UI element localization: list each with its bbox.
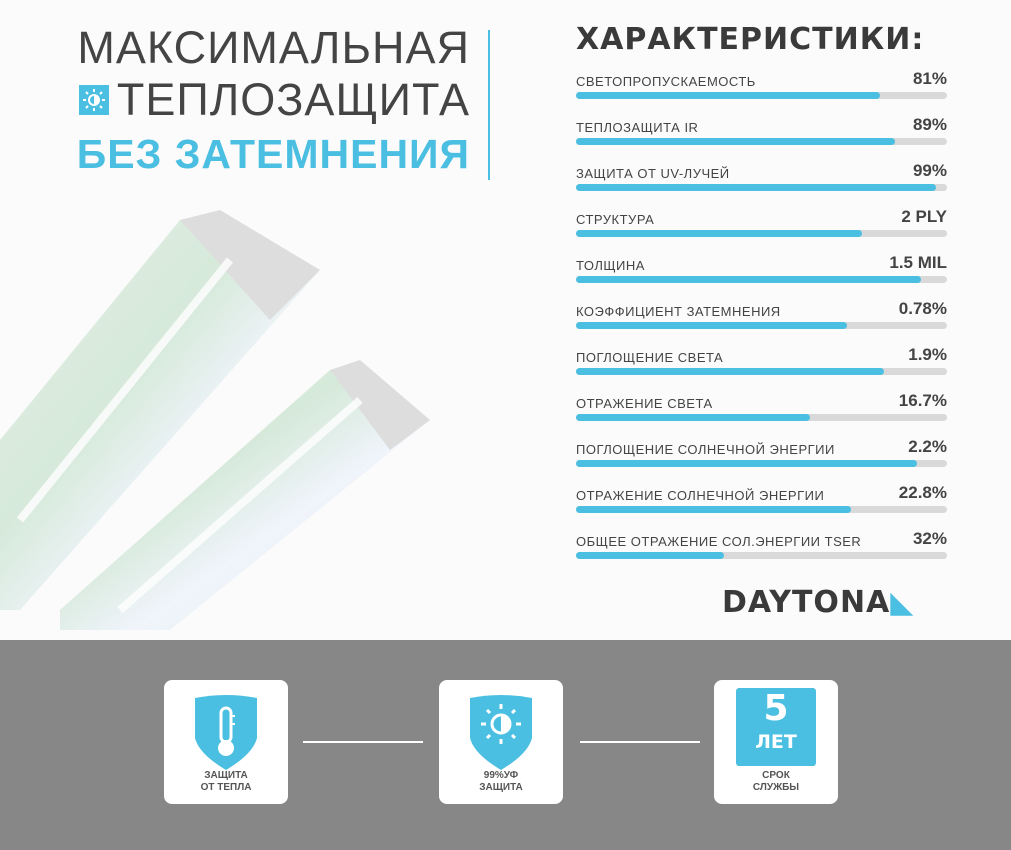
headline-line3: БЕЗ ЗАТЕМНЕНИЯ — [76, 131, 470, 177]
characteristic-row: ЗАЩИТА ОТ UV-ЛУЧЕЙ 99% — [576, 156, 947, 202]
progress-track — [576, 138, 947, 145]
characteristic-row: ОТРАЖЕНИЕ СВЕТА 16.7% — [576, 386, 947, 432]
progress-fill — [576, 460, 918, 467]
progress-fill — [576, 552, 725, 559]
progress-track — [576, 506, 947, 513]
progress-fill — [576, 184, 936, 191]
characteristic-label: ТЕПЛОЗАЩИТА IR — [576, 120, 699, 135]
sun-shield-icon — [470, 695, 532, 770]
progress-fill — [576, 138, 896, 145]
progress-track — [576, 276, 947, 283]
progress-track — [576, 368, 947, 375]
progress-track — [576, 230, 947, 237]
years-badge-icon: 5 ЛЕТ — [736, 688, 816, 766]
characteristic-value: 2.2% — [908, 437, 947, 456]
characteristic-value: 81% — [912, 69, 947, 88]
characteristic-row: ПОГЛОЩЕНИЕ СВЕТА 1.9% — [576, 340, 947, 386]
characteristic-label: ОБЩЕЕ ОТРАЖЕНИЕ СОЛ.ЭНЕРГИИ TSER — [576, 534, 862, 549]
progress-track — [576, 414, 947, 421]
characteristic-row: ПОГЛОЩЕНИЕ СОЛНЕЧНОЙ ЭНЕРГИИ 2.2% — [576, 432, 947, 478]
feature-card-lifetime: 5 ЛЕТ СРОК СЛУЖБЫ — [714, 680, 838, 804]
divider — [488, 30, 490, 180]
progress-fill — [576, 230, 862, 237]
characteristic-row: КОЭФФИЦИЕНТ ЗАТЕМНЕНИЯ 0.78% — [576, 294, 947, 340]
characteristic-row: ОБЩЕЕ ОТРАЖЕНИЕ СОЛ.ЭНЕРГИИ TSER 32% — [576, 524, 947, 570]
progress-fill — [576, 414, 810, 421]
characteristic-value: 32% — [912, 529, 947, 548]
characteristic-label: СВЕТОПРОПУСКАЕМОСТЬ — [576, 74, 756, 89]
thermometer-shield-icon — [195, 695, 257, 770]
progress-track — [576, 322, 947, 329]
characteristic-value: 89% — [912, 115, 947, 134]
characteristic-label: ОТРАЖЕНИЕ СВЕТА — [576, 396, 713, 411]
characteristic-label: КОЭФФИЦИЕНТ ЗАТЕМНЕНИЯ — [576, 304, 781, 319]
characteristics-title: ХАРАКТЕРИСТИКИ: — [576, 22, 925, 57]
headline-line2: ТЕПЛОЗАЩИТА — [116, 74, 470, 125]
characteristic-label: ТОЛЩИНА — [576, 258, 645, 273]
headline-line1: МАКСИМАЛЬНАЯ — [77, 22, 470, 73]
progress-track — [576, 184, 947, 191]
progress-fill — [576, 276, 922, 283]
characteristic-label: ПОГЛОЩЕНИЕ СВЕТА — [576, 350, 724, 365]
daytona-logo: DAYTONA◣ — [722, 585, 915, 620]
progress-track — [576, 92, 947, 99]
characteristic-row: СВЕТОПРОПУСКАЕМОСТЬ 81% — [576, 64, 947, 110]
progress-fill — [576, 368, 884, 375]
characteristic-label: ОТРАЖЕНИЕ СОЛНЕЧНОЙ ЭНЕРГИИ — [576, 488, 825, 503]
connector-line — [303, 741, 423, 743]
characteristics-panel: ХАРАКТЕРИСТИКИ: СВЕТОПРОПУСКАЕМОСТЬ 81% ТЕ… — [576, 22, 947, 570]
characteristic-row: ТОЛЩИНА 1.5 MIL — [576, 248, 947, 294]
characteristic-row: СТРУКТУРА 2 PLY — [576, 202, 947, 248]
film-rolls-image — [0, 210, 430, 630]
characteristic-value: 0.78% — [898, 299, 947, 318]
characteristic-label: ПОГЛОЩЕНИЕ СОЛНЕЧНОЙ ЭНЕРГИИ — [576, 442, 835, 457]
characteristic-value: 1.9% — [908, 345, 947, 364]
feature-card-uv: 99%УФ ЗАЩИТА — [439, 680, 563, 804]
headline: МАКСИМАЛЬНАЯ ТЕПЛОЗАЩИТА БЕЗ ЗАТЕМНЕНИЯ — [60, 22, 470, 182]
characteristic-value: 2 PLY — [901, 207, 947, 226]
characteristic-value: 1.5 MIL — [889, 253, 947, 272]
characteristic-value: 16.7% — [898, 391, 947, 410]
characteristic-value: 99% — [912, 161, 947, 180]
progress-track — [576, 460, 947, 467]
characteristic-row: ОТРАЖЕНИЕ СОЛНЕЧНОЙ ЭНЕРГИИ 22.8% — [576, 478, 947, 524]
connector-line — [580, 741, 700, 743]
progress-fill — [576, 92, 881, 99]
characteristic-label: СТРУКТУРА — [576, 212, 655, 227]
characteristic-label: ЗАЩИТА ОТ UV-ЛУЧЕЙ — [576, 166, 730, 181]
sun-icon — [78, 85, 109, 115]
feature-card-heat: ЗАЩИТА ОТ ТЕПЛА — [164, 680, 288, 804]
progress-fill — [576, 322, 847, 329]
progress-track — [576, 552, 947, 559]
characteristic-row: ТЕПЛОЗАЩИТА IR 89% — [576, 110, 947, 156]
progress-fill — [576, 506, 851, 513]
characteristic-value: 22.8% — [898, 483, 947, 502]
